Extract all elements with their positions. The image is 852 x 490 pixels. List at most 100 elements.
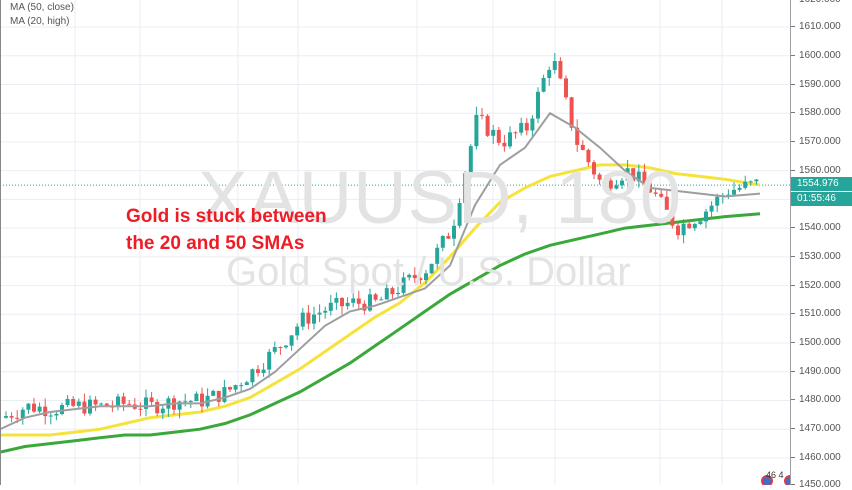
candle-body (586, 149, 591, 163)
candle-body (138, 408, 143, 410)
economic-event-icon[interactable] (761, 475, 773, 485)
candle-body (496, 129, 501, 143)
candle-body (558, 61, 563, 79)
candle-body (15, 417, 20, 419)
left-border (0, 0, 1, 485)
candle-body (614, 185, 619, 189)
candle-body (345, 302, 350, 307)
candle-body (323, 310, 328, 313)
price-tick: 1510.000 (791, 308, 841, 319)
candle-body (575, 127, 580, 145)
candle-body (9, 416, 14, 418)
price-tick: 1500.000 (791, 337, 841, 348)
candle-body (390, 288, 395, 295)
candle-body (334, 297, 339, 303)
candle-body (664, 196, 669, 210)
candle-body (177, 401, 182, 410)
candle-body (183, 401, 188, 403)
candle-body (384, 288, 389, 300)
price-tick: 1590.000 (791, 79, 841, 90)
candle-body (368, 294, 372, 311)
candle-body (620, 180, 624, 186)
candle-body (340, 297, 344, 307)
price-tick: 1470.000 (791, 423, 841, 434)
candle-body (468, 146, 473, 174)
candle-body (216, 390, 221, 402)
price-tick: 1530.000 (791, 251, 841, 262)
candle-body (300, 312, 305, 327)
candle-body (396, 292, 400, 295)
description-watermark: Gold Spot / U.S. Dollar (226, 250, 631, 294)
candle-body (4, 416, 8, 418)
candle-body (429, 263, 434, 274)
candle-body (93, 399, 98, 405)
candle-body (144, 397, 148, 409)
candle-body (211, 390, 216, 396)
event-label: 46 4 (766, 470, 784, 480)
candle-body (608, 180, 613, 189)
candle-body (412, 274, 417, 279)
price-tick: 1600.000 (791, 50, 841, 61)
price-tick: 1520.000 (791, 280, 841, 291)
candle-body (48, 415, 53, 417)
candle-body (60, 404, 64, 414)
candle-body (508, 132, 512, 147)
legend-ma50[interactable]: MA (50, close) (10, 2, 74, 13)
candle-body (267, 351, 272, 370)
price-chart[interactable] (0, 0, 790, 485)
ma-green-line (0, 212, 761, 454)
candle-body (76, 401, 81, 406)
candle-body (43, 406, 48, 417)
candle-body (676, 225, 680, 236)
candle-body (188, 401, 193, 403)
candle-body (536, 91, 540, 119)
candle-body (65, 398, 70, 405)
candle-body (328, 302, 333, 311)
candle-body (116, 396, 120, 407)
candle-body (524, 122, 529, 131)
candle-body (541, 77, 546, 92)
price-tick: 1460.000 (791, 452, 841, 463)
chart-plot-area[interactable]: XAUUSD, 180 Gold Spot / U.S. Dollar MA (… (0, 0, 790, 485)
candle-body (261, 369, 266, 373)
candle-body (704, 211, 708, 222)
economic-event-icon[interactable] (784, 475, 790, 485)
price-axis[interactable]: 1620.000 1610.000 1600.000 1590.000 1580… (790, 0, 852, 490)
price-tick: 1570.000 (791, 136, 841, 147)
candle-body (435, 247, 440, 264)
candle-body (457, 203, 462, 226)
candle-body (569, 97, 574, 128)
candle-body (743, 181, 748, 188)
candle-body (284, 345, 288, 348)
candle-body (692, 224, 697, 229)
candle-body (121, 396, 126, 404)
candle-body (26, 403, 31, 410)
candle-body (127, 403, 132, 405)
candle-body (194, 393, 199, 402)
candle-body (244, 382, 249, 386)
bar-countdown-label: 01:55:46 (791, 192, 852, 206)
candle-body (552, 61, 557, 70)
candle-body (200, 393, 204, 407)
candle-body (592, 162, 596, 175)
candle-body (295, 326, 300, 336)
candle-body (530, 118, 535, 131)
candle-body (580, 144, 585, 150)
price-tick: 1540.000 (791, 222, 841, 233)
candle-body (407, 274, 412, 278)
legend-ma20[interactable]: MA (20, high) (10, 16, 70, 27)
candle-body (726, 194, 731, 196)
price-tick: 1560.000 (791, 165, 841, 176)
candle-body (155, 401, 160, 414)
candle-body (737, 187, 742, 190)
candle-body (317, 312, 322, 315)
candle-body (709, 205, 714, 212)
price-tick: 1580.000 (791, 107, 841, 118)
candle-body (104, 403, 109, 407)
candle-body (424, 273, 428, 281)
candle-body (418, 278, 423, 281)
candle-body (670, 209, 675, 226)
price-tick: 1620.000 (791, 0, 841, 5)
candle-body (491, 129, 496, 136)
candle-body (99, 403, 104, 405)
